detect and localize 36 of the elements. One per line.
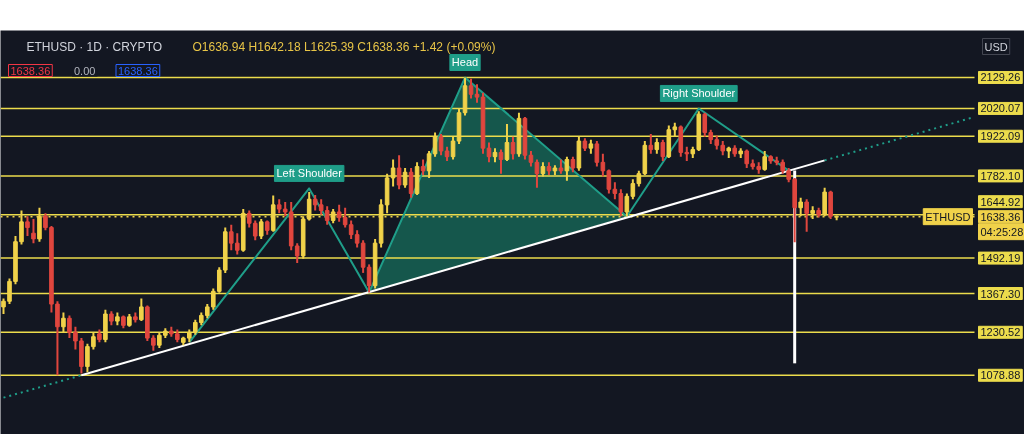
candlestick xyxy=(468,77,474,100)
candlestick xyxy=(25,215,30,238)
candlestick xyxy=(139,297,144,323)
ref-line-label: 1230.52 xyxy=(980,326,1021,339)
text: ETHUSD xyxy=(925,210,971,223)
candlestick xyxy=(31,218,36,245)
ref-line-label: 1367.30 xyxy=(980,287,1021,300)
ref-line-label: 1492.19 xyxy=(980,252,1021,265)
y-axis-title: USD xyxy=(984,40,1008,53)
candlestick xyxy=(438,132,444,157)
text: ETHUSD · 1D · CRYPTO xyxy=(26,39,163,54)
annotation: 1638.36 xyxy=(118,64,158,77)
annotation: Head xyxy=(451,56,479,69)
annotation: Right Shoulder xyxy=(662,87,736,100)
candlestick xyxy=(660,138,666,162)
ref-line-label: 1782.10 xyxy=(980,169,1021,182)
ref-line-label: 1638.36 04:25:28 xyxy=(980,210,1024,238)
candlestick xyxy=(258,218,264,240)
ref-line-label: 1922.09 xyxy=(980,130,1021,143)
annotation: 0.00 xyxy=(74,64,96,77)
candlestick xyxy=(804,198,809,233)
candlestick xyxy=(252,219,258,242)
candlestick xyxy=(762,149,768,172)
ref-line-label: 2129.26 xyxy=(980,71,1021,84)
candlestick xyxy=(648,132,654,155)
ref-line-label: 1078.88 xyxy=(980,369,1021,382)
candlestick xyxy=(396,154,402,191)
annotation: Left Shoulder xyxy=(276,167,343,180)
ref-line-label: 2020.07 xyxy=(980,102,1021,115)
annotation: 1638.36 xyxy=(10,64,51,77)
ref-line-label: 1644.92 xyxy=(980,195,1021,208)
text: O1636.94 H1642.18 L1625.39 C1638.36 +1.42 (+0.09%) xyxy=(192,39,496,54)
candlestick xyxy=(55,300,60,377)
candlestick xyxy=(408,167,414,199)
candlestick xyxy=(474,83,480,104)
candlestick xyxy=(366,263,372,294)
